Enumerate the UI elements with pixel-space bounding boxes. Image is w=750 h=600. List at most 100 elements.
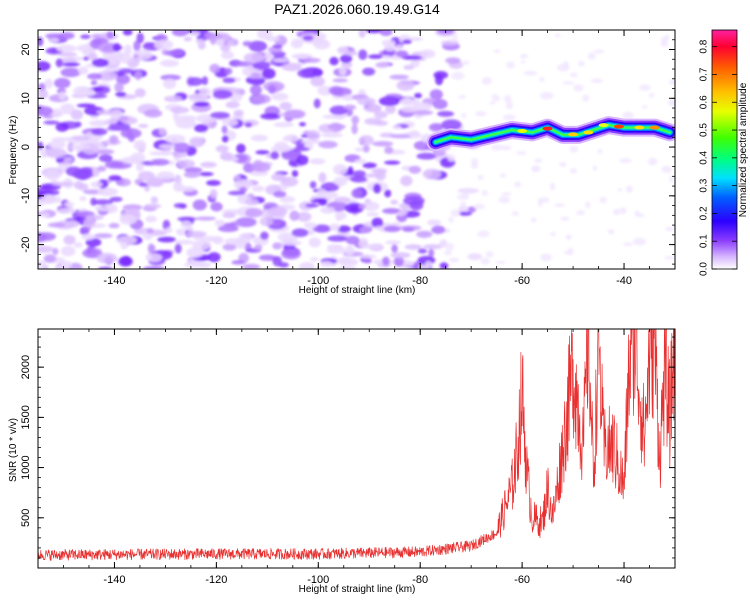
noise-blob-faint bbox=[587, 52, 596, 60]
noise-blob bbox=[279, 196, 296, 203]
noise-blob bbox=[441, 119, 462, 131]
noise-blob bbox=[133, 139, 147, 151]
noise-blob bbox=[119, 115, 129, 121]
noise-blob bbox=[70, 109, 84, 120]
noise-blob bbox=[313, 98, 321, 109]
noise-blob-faint bbox=[660, 41, 669, 48]
spectrogram-y-tick-label: 20 bbox=[20, 43, 32, 55]
spectrogram-y-axis: -20 -10 0 10 20 bbox=[20, 29, 675, 265]
noise-blob bbox=[272, 242, 283, 250]
noise-blob bbox=[115, 91, 127, 97]
noise-blob bbox=[85, 214, 104, 221]
noise-blob bbox=[352, 170, 366, 178]
noise-blob-faint bbox=[554, 203, 565, 208]
noise-blob bbox=[343, 104, 357, 111]
noise-blob bbox=[165, 227, 173, 234]
noise-blob-faint bbox=[566, 234, 572, 241]
noise-blob bbox=[413, 110, 434, 116]
ridge-hotspot bbox=[542, 126, 553, 131]
noise-blob bbox=[340, 54, 353, 64]
noise-blob bbox=[225, 101, 240, 109]
noise-blob bbox=[227, 190, 246, 196]
noise-blob bbox=[209, 111, 231, 119]
noise-blob bbox=[38, 61, 51, 72]
noise-blob-faint bbox=[539, 77, 545, 83]
noise-blob bbox=[400, 106, 421, 113]
noise-blob bbox=[183, 36, 192, 42]
noise-blob bbox=[428, 123, 444, 132]
noise-blob bbox=[221, 50, 234, 60]
noise-blob bbox=[134, 70, 142, 81]
noise-blob bbox=[221, 135, 229, 143]
noise-blob bbox=[47, 140, 66, 149]
noise-blob bbox=[362, 144, 370, 153]
noise-blob bbox=[156, 171, 175, 180]
noise-blob bbox=[467, 206, 477, 213]
noise-blob bbox=[233, 109, 244, 117]
noise-blob bbox=[51, 196, 62, 203]
noise-blob-faint bbox=[452, 32, 458, 41]
noise-blob bbox=[273, 190, 287, 198]
colorbar-label: Normalized spectral amplitude bbox=[738, 82, 749, 217]
noise-blob bbox=[457, 187, 480, 194]
noise-blob-faint bbox=[625, 185, 633, 193]
noise-blob-faint bbox=[493, 49, 501, 53]
noise-blob bbox=[310, 76, 325, 87]
noise-blob bbox=[60, 246, 76, 257]
noise-blob bbox=[329, 56, 339, 66]
noise-blob bbox=[135, 161, 144, 172]
noise-blob bbox=[231, 260, 246, 265]
noise-blob bbox=[52, 247, 59, 256]
ridge-layer-5 bbox=[434, 124, 671, 144]
colorbar-tick-label: 0.6 bbox=[699, 95, 710, 109]
noise-blob bbox=[222, 77, 236, 84]
noise-blob bbox=[206, 180, 221, 186]
noise-blob bbox=[52, 181, 74, 187]
noise-blob bbox=[76, 103, 96, 108]
noise-blob bbox=[124, 44, 132, 55]
colorbar-tick-label: 0.3 bbox=[699, 178, 710, 192]
noise-blob bbox=[43, 254, 57, 263]
noise-blob bbox=[183, 171, 201, 178]
noise-blob bbox=[189, 31, 201, 37]
noise-blob bbox=[65, 166, 82, 177]
noise-blob-faint bbox=[641, 105, 648, 109]
noise-blob bbox=[150, 196, 159, 204]
spectrogram-frame bbox=[37, 29, 676, 270]
noise-blob bbox=[145, 178, 164, 187]
noise-blob bbox=[143, 109, 163, 118]
noise-blob-faint bbox=[523, 70, 538, 76]
noise-blob-faint bbox=[599, 196, 607, 204]
noise-blob-faint bbox=[445, 242, 455, 251]
noise-blob bbox=[428, 248, 435, 258]
snr-y-axis: 500 1000 1500 2000 bbox=[20, 336, 675, 569]
noise-blob bbox=[137, 123, 149, 128]
noise-blob-faint bbox=[462, 193, 469, 199]
noise-blob bbox=[279, 101, 293, 111]
noise-blob bbox=[264, 53, 274, 60]
noise-blob-faint bbox=[619, 158, 632, 164]
noise-blob bbox=[43, 120, 60, 125]
noise-blob-faint bbox=[570, 72, 578, 78]
noise-blob bbox=[98, 154, 113, 163]
noise-blob bbox=[422, 168, 442, 180]
noise-blob bbox=[306, 130, 321, 141]
noise-blob bbox=[362, 162, 377, 169]
noise-blob-faint bbox=[569, 145, 579, 153]
ridge-hotspot bbox=[649, 125, 660, 130]
noise-blob-faint bbox=[664, 255, 675, 260]
spectrogram-x-tick-label: -100 bbox=[307, 275, 329, 287]
noise-blob-faint bbox=[519, 53, 529, 59]
noise-blob bbox=[199, 172, 214, 177]
noise-blob-faint bbox=[549, 182, 556, 191]
noise-blob bbox=[395, 50, 409, 58]
noise-blob bbox=[409, 59, 420, 68]
noise-blob bbox=[431, 225, 446, 234]
noise-blob bbox=[164, 134, 186, 144]
noise-blob bbox=[158, 127, 167, 136]
noise-blob bbox=[251, 185, 265, 192]
noise-blob bbox=[54, 265, 68, 269]
noise-blob bbox=[112, 43, 121, 52]
noise-blob bbox=[56, 207, 77, 214]
noise-blob bbox=[38, 89, 49, 99]
